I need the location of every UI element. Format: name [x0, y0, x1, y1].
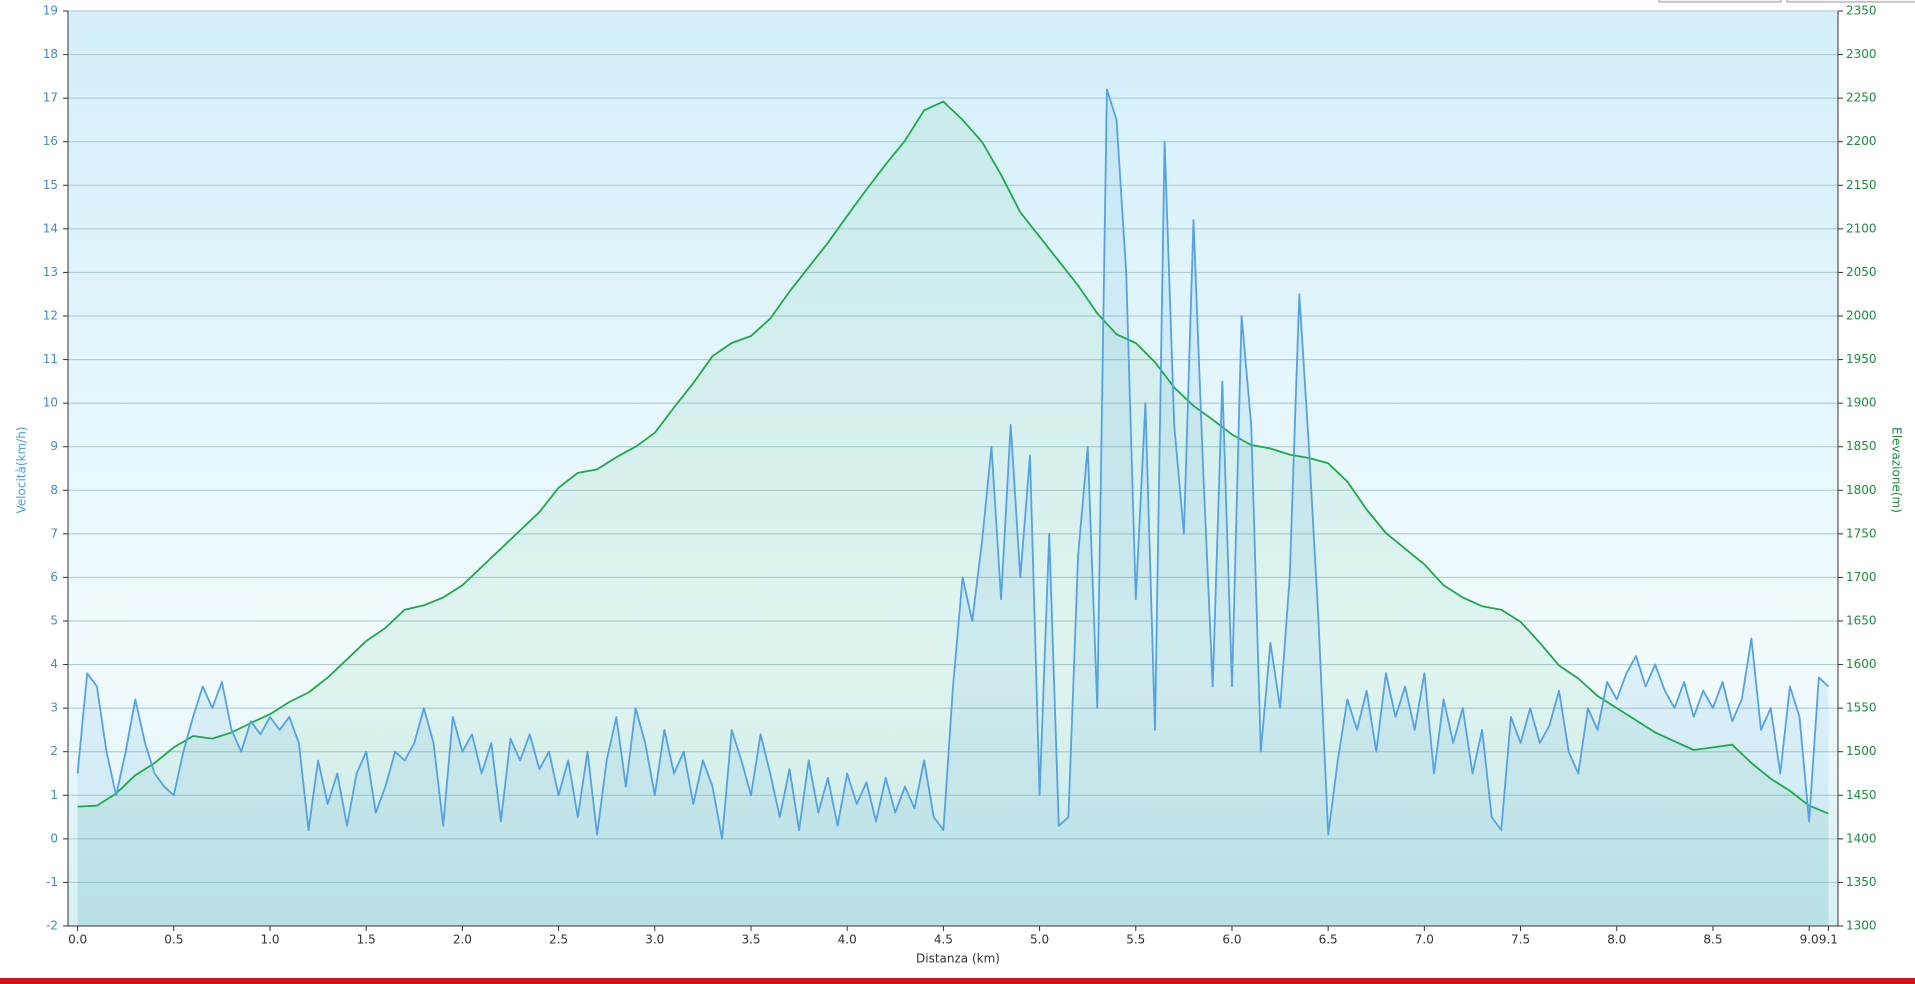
- y-tick-label: 10: [43, 396, 58, 410]
- y-tick-label: 0: [50, 831, 58, 845]
- x-tick-label: 8.0: [1607, 933, 1626, 947]
- y-tick-label: 7: [50, 526, 58, 540]
- y-tick-label: 6: [50, 570, 58, 584]
- x-tick-label: 8.5: [1703, 933, 1722, 947]
- y-tick-label: 18: [43, 47, 58, 61]
- y2-tick-label: 1800: [1846, 483, 1877, 497]
- areas: [77, 89, 1829, 927]
- y-tick-label: 19: [43, 4, 58, 18]
- lines: [76, 88, 1830, 840]
- y-tick-label: 8: [50, 483, 58, 497]
- y2-tick-label: 2350: [1846, 4, 1877, 18]
- y-tick-label: 2: [50, 744, 58, 758]
- y2-tick-label: 1500: [1846, 744, 1877, 758]
- y2-tick-label: 1900: [1846, 396, 1877, 410]
- x-tick-label: 2.5: [549, 933, 568, 947]
- y-tick-label: 13: [43, 265, 58, 279]
- x-tick-label: 9.1: [1819, 933, 1838, 947]
- y-tick-label: 15: [43, 178, 58, 192]
- y2-tick-label: 1850: [1846, 439, 1877, 453]
- x-tick-label: 4.0: [838, 933, 857, 947]
- x-tick-label: 9.0: [1800, 933, 1819, 947]
- y2-tick-label: 2050: [1846, 265, 1877, 279]
- x-tick-label: 0.0: [68, 933, 87, 947]
- y2-tick-label: 1450: [1846, 788, 1877, 802]
- y2-tick-label: 2000: [1846, 309, 1877, 323]
- x-tick-label: 5.5: [1126, 933, 1145, 947]
- x-tick-label: 5.0: [1030, 933, 1049, 947]
- y2-tick-label: 2200: [1846, 134, 1877, 148]
- x-axis-title: Distanza (km): [916, 952, 1000, 966]
- area: [77, 101, 1829, 927]
- y2-tick-label: 2100: [1846, 221, 1877, 235]
- y2-tick-label: 2300: [1846, 47, 1877, 61]
- y2-tick-label: 1400: [1846, 831, 1877, 845]
- toolbar-button[interactable]: [1658, 0, 1782, 3]
- y2-tick-label: 1600: [1846, 657, 1877, 671]
- x-tick-label: 6.0: [1222, 933, 1241, 947]
- x-tick-label: 4.5: [934, 933, 953, 947]
- y2-tick-label: 1350: [1846, 875, 1877, 889]
- y-tick-label: -2: [46, 919, 58, 933]
- x-tick-label: 2.0: [453, 933, 472, 947]
- y-tick-label: 4: [50, 657, 58, 671]
- y-axis-title: Velocità(km/h): [15, 427, 29, 514]
- y2-tick-label: 1550: [1846, 701, 1877, 715]
- x-tick-label: 7.0: [1415, 933, 1434, 947]
- area: [77, 89, 1829, 926]
- x-tick-label: 6.5: [1319, 933, 1338, 947]
- x-tick-label: 3.0: [645, 933, 664, 947]
- line: [76, 88, 1830, 840]
- y2-tick-label: 1750: [1846, 526, 1877, 540]
- y-tick-label: 5: [50, 614, 58, 628]
- y2-tick-label: 1300: [1846, 919, 1877, 933]
- grid: [68, 10, 1838, 927]
- toolbar-button[interactable]: [1786, 0, 1915, 3]
- y2-axis-title: Elevazione(m): [1890, 427, 1904, 513]
- x-tick-label: 1.0: [260, 933, 279, 947]
- footer-bar: [0, 978, 1915, 984]
- y2-tick-label: 1700: [1846, 570, 1877, 584]
- y-tick-label: -1: [46, 875, 58, 889]
- x-tick-label: 3.5: [741, 933, 760, 947]
- y2-tick-label: 1650: [1846, 614, 1877, 628]
- y-tick-label: 14: [43, 221, 58, 235]
- y-tick-label: 12: [43, 309, 58, 323]
- x-tick-label: 0.5: [164, 933, 183, 947]
- y-tick-label: 9: [50, 439, 58, 453]
- axes: -2-1012345678910111213141516171819130013…: [43, 4, 1877, 947]
- y-tick-label: 3: [50, 701, 58, 715]
- line: [77, 100, 1829, 815]
- plot-area: [68, 11, 1838, 926]
- y2-tick-label: 2250: [1846, 91, 1877, 105]
- y-tick-label: 11: [43, 352, 58, 366]
- y-tick-label: 16: [43, 134, 58, 148]
- y-tick-label: 1: [50, 788, 58, 802]
- y2-tick-label: 2150: [1846, 178, 1877, 192]
- x-tick-label: 7.5: [1511, 933, 1530, 947]
- y-tick-label: 17: [43, 91, 58, 105]
- y2-tick-label: 1950: [1846, 352, 1877, 366]
- x-tick-label: 1.5: [357, 933, 376, 947]
